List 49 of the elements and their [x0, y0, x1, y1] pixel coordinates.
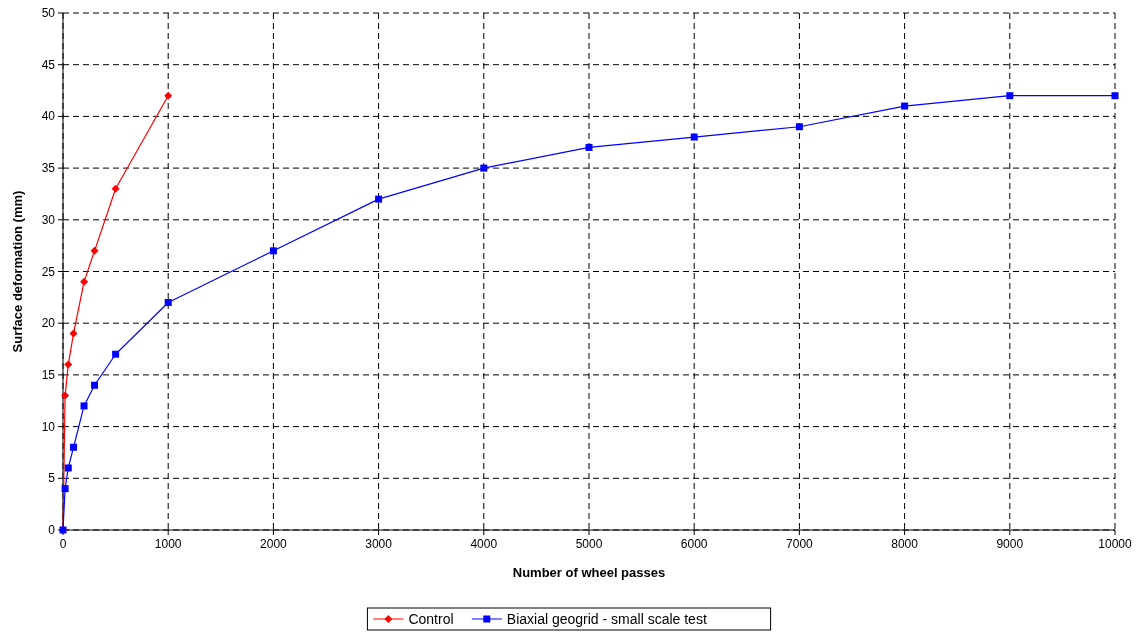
point — [690, 133, 698, 141]
y-tick-label: 45 — [41, 57, 56, 72]
point — [585, 143, 593, 151]
point — [80, 402, 88, 410]
x-tick-label: 5000 — [575, 537, 603, 551]
point — [375, 195, 383, 203]
x-tick-label: 9000 — [996, 537, 1024, 551]
y-tick-label: 25 — [41, 264, 56, 279]
y-tick-label: 50 — [41, 6, 56, 20]
x-tick-label: 7000 — [786, 537, 814, 551]
x-tick-label: 3000 — [365, 537, 393, 551]
point — [111, 184, 120, 193]
y-tick-label: 0 — [48, 523, 56, 537]
y-tick-label: 40 — [41, 109, 56, 124]
point — [901, 102, 909, 110]
y-tick-label: 10 — [41, 419, 56, 434]
point — [1006, 92, 1014, 100]
y-axis-title: Surface deformation (mm) — [10, 190, 25, 353]
point — [1111, 92, 1119, 100]
point — [70, 443, 78, 451]
point — [480, 164, 488, 172]
x-tick-label: 8000 — [891, 537, 919, 551]
point — [69, 329, 78, 338]
x-tick-label: 6000 — [680, 537, 708, 551]
point — [91, 381, 99, 389]
x-tick-label: 10000 — [1098, 537, 1133, 551]
point — [64, 464, 72, 472]
point — [164, 299, 172, 307]
point — [269, 247, 277, 255]
y-tick-label: 35 — [41, 161, 56, 176]
point — [164, 91, 173, 100]
y-tick-label: 20 — [41, 316, 56, 331]
x-tick-label: 0 — [59, 537, 67, 551]
x-tick-label: 4000 — [470, 537, 498, 551]
y-tick-label: 30 — [41, 212, 56, 227]
point — [90, 246, 99, 255]
x-tick-label: 1000 — [154, 537, 182, 551]
legend-label: Control — [408, 611, 454, 627]
point — [795, 123, 803, 131]
y-tick-label: 5 — [48, 471, 56, 486]
point — [61, 485, 69, 493]
x-tick-label: 2000 — [260, 537, 288, 551]
point — [64, 360, 73, 369]
y-tick-label: 15 — [41, 367, 56, 382]
x-axis-title: Number of wheel passes — [512, 565, 666, 580]
point — [61, 391, 70, 400]
point — [112, 350, 120, 358]
legend-label: Biaxial geogrid - small scale test — [506, 611, 707, 627]
point — [80, 277, 89, 286]
